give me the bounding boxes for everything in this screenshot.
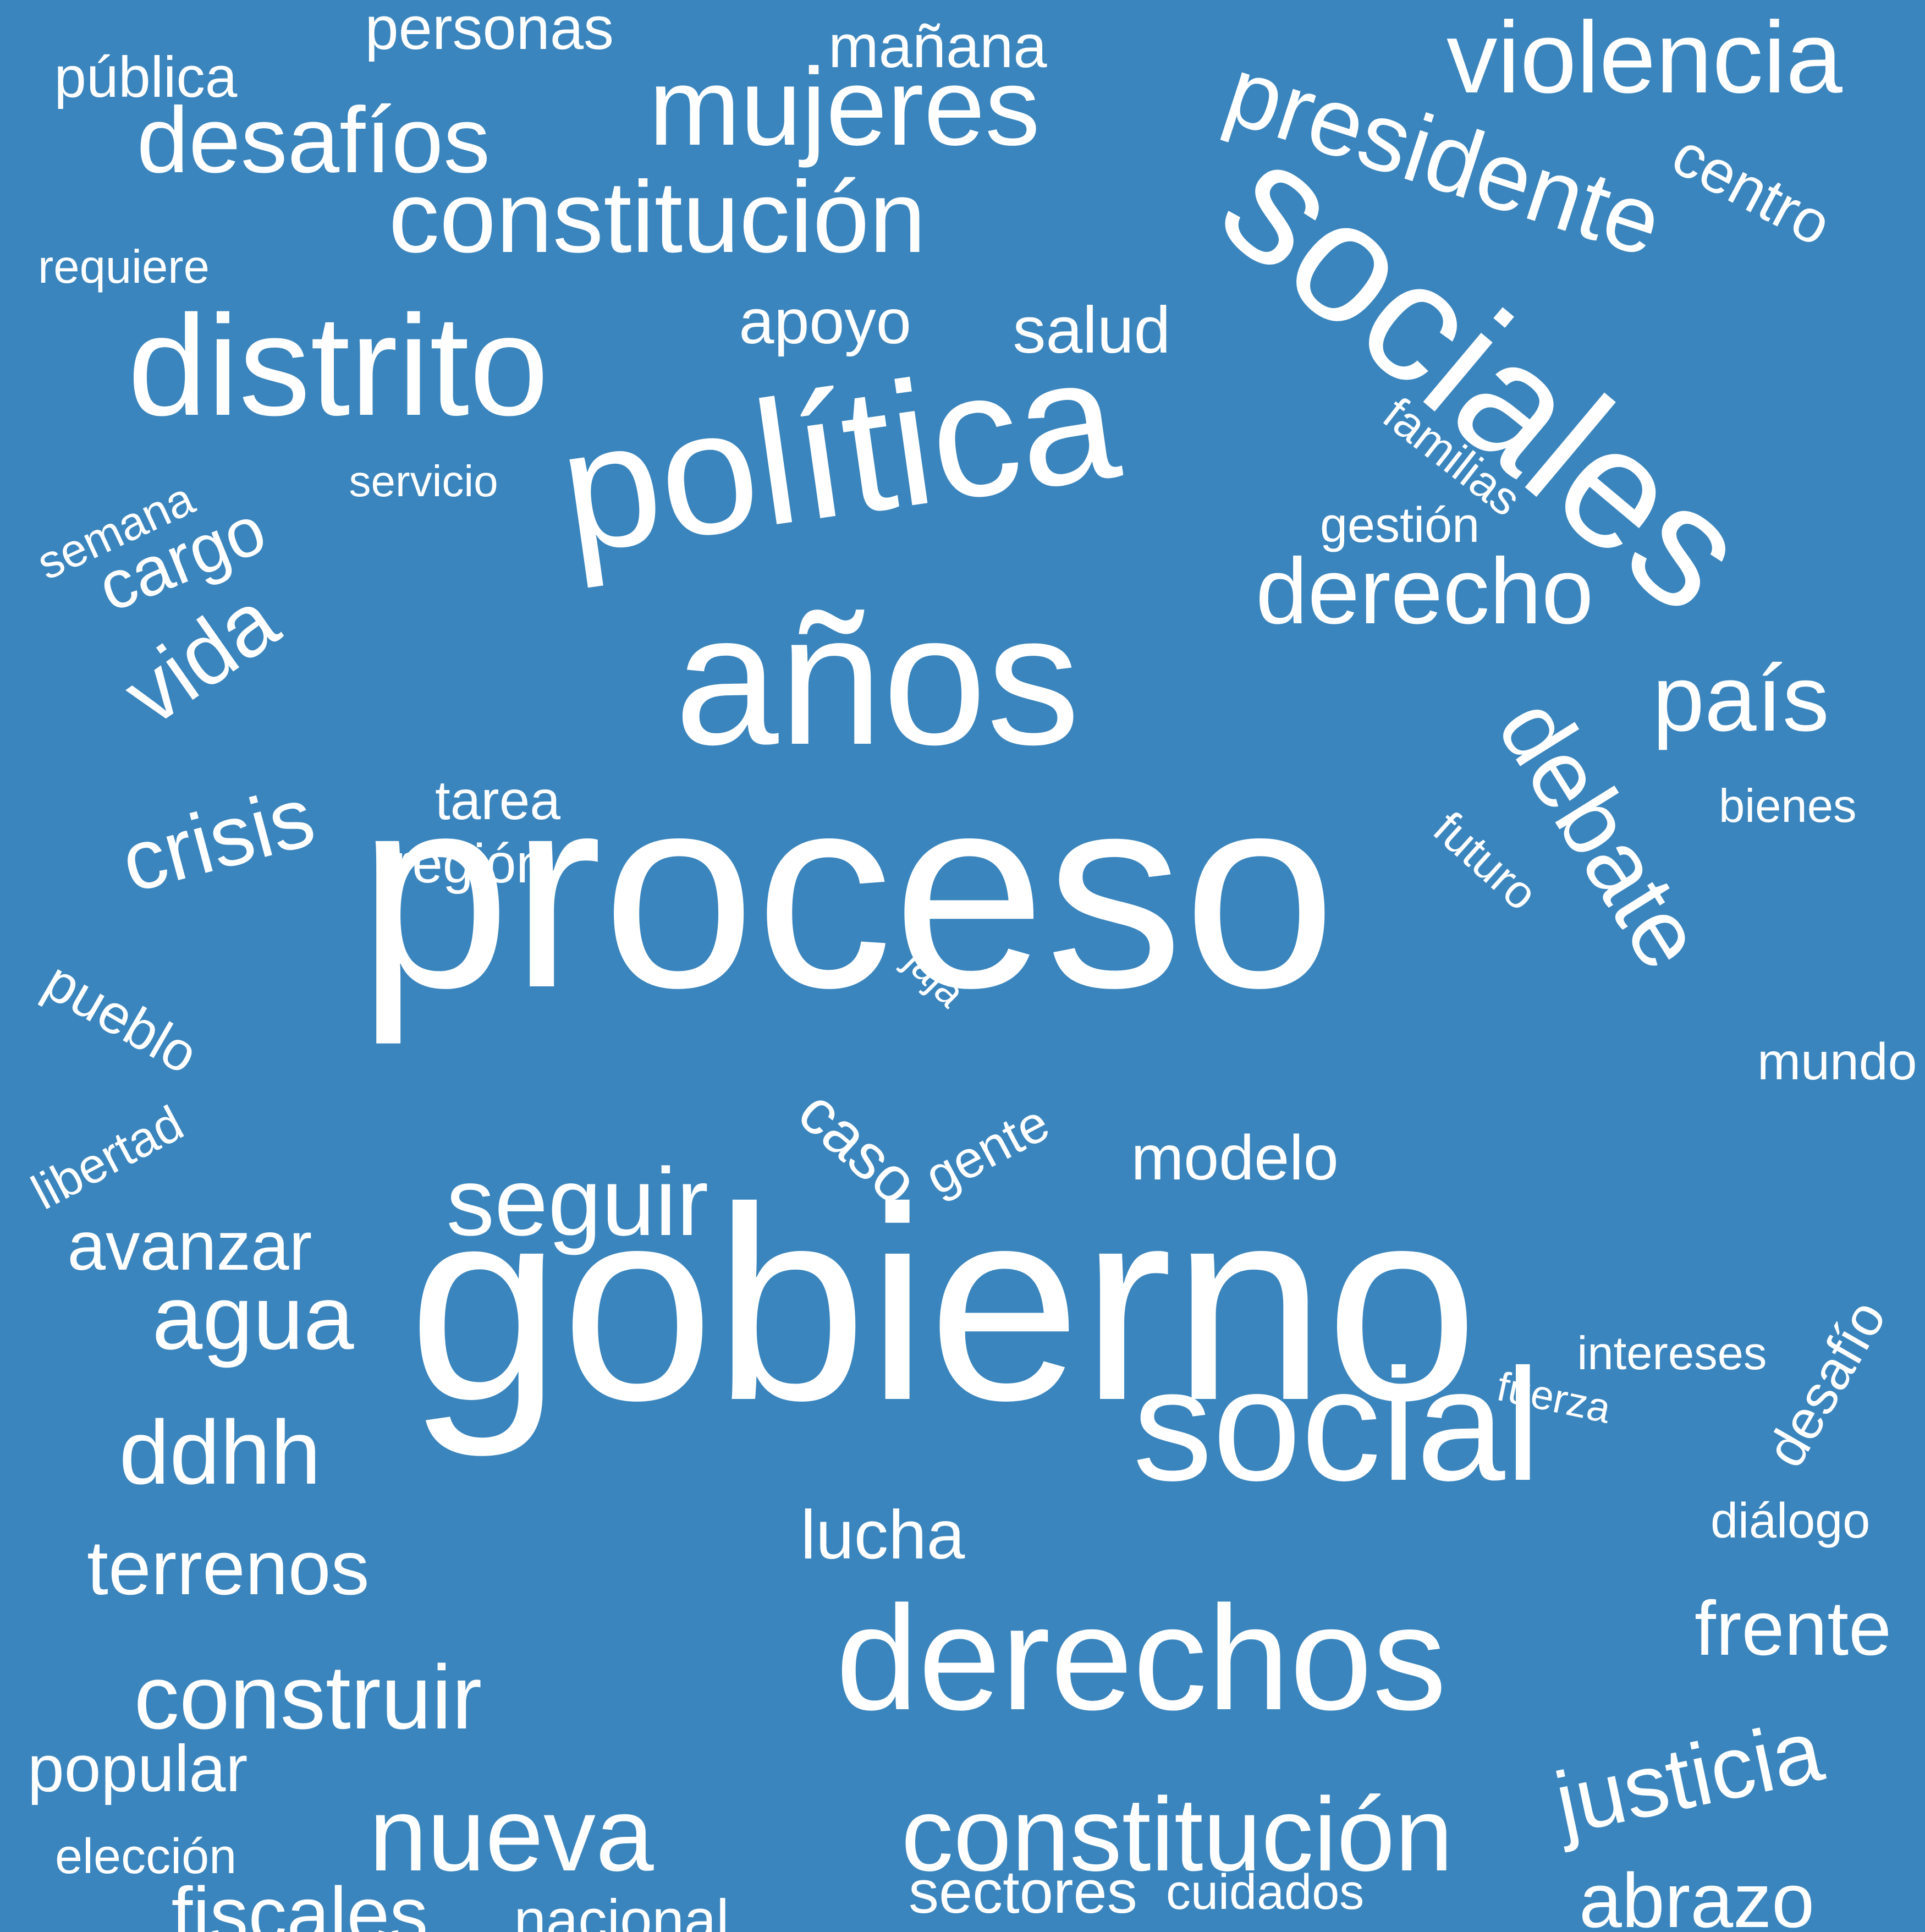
word-21: ddhh bbox=[119, 1401, 321, 1503]
word-29: fiscales bbox=[171, 1871, 428, 1932]
word-31: sectores bbox=[909, 1858, 1137, 1926]
word-26: justicia bbox=[1547, 1700, 1830, 1853]
word-6: derechos bbox=[835, 1576, 1447, 1741]
word-54: modelo bbox=[1131, 1122, 1339, 1193]
word-44: tarea bbox=[435, 770, 560, 831]
word-27: abrazo bbox=[1579, 1857, 1815, 1932]
word-0: proceso bbox=[358, 737, 1336, 1045]
word-61: popular bbox=[28, 1732, 248, 1805]
word-57: desafío bbox=[1754, 1289, 1898, 1478]
word-28: frente bbox=[1695, 1585, 1891, 1671]
word-55: avanzar bbox=[67, 1208, 312, 1285]
word-37: requiere bbox=[38, 240, 210, 293]
word-22: terrenos bbox=[87, 1524, 370, 1611]
word-5: social bbox=[1132, 1336, 1541, 1514]
word-47: bienes bbox=[1719, 780, 1857, 832]
word-24: nueva bbox=[369, 1776, 654, 1893]
word-49: pueblo bbox=[34, 949, 208, 1086]
word-46: futuro bbox=[1423, 801, 1547, 921]
word-62: elección bbox=[55, 1829, 237, 1884]
word-38: apoyo bbox=[739, 286, 911, 357]
word-7: distrito bbox=[128, 286, 549, 446]
word-23: construir bbox=[134, 1646, 482, 1748]
word-34: pública bbox=[54, 45, 238, 109]
word-39: salud bbox=[1013, 293, 1171, 367]
word-35: mañana bbox=[828, 13, 1047, 80]
word-25: constitución bbox=[901, 1776, 1453, 1893]
word-51: libertad bbox=[23, 1095, 192, 1221]
word-9: mujeres bbox=[648, 46, 1040, 168]
word-33: personas bbox=[365, 0, 614, 62]
word-11: violencia bbox=[1447, 1, 1843, 114]
word-50: mundo bbox=[1757, 1032, 1917, 1091]
word-12: desafíos bbox=[136, 88, 491, 193]
word-43: gestión bbox=[1320, 498, 1480, 553]
word-36: centro bbox=[1662, 120, 1842, 259]
word-8: constitución bbox=[388, 160, 926, 274]
word-60: lucha bbox=[800, 1496, 965, 1573]
word-41: servicio bbox=[349, 457, 498, 506]
word-2: años bbox=[674, 575, 1080, 784]
word-45: región bbox=[394, 833, 547, 894]
word-59: diálogo bbox=[1711, 1494, 1871, 1549]
word-15: país bbox=[1652, 646, 1829, 751]
word-32: cuidados bbox=[1166, 1865, 1365, 1920]
word-17: crisis bbox=[111, 767, 323, 910]
word-19: seguir bbox=[446, 1148, 709, 1256]
word-56: intereses bbox=[1577, 1327, 1767, 1380]
word-20: agua bbox=[152, 1266, 354, 1368]
word-13: derecho bbox=[1256, 539, 1594, 644]
word-1: gobierno bbox=[408, 1150, 1479, 1457]
word-30: nacional bbox=[514, 1887, 729, 1932]
